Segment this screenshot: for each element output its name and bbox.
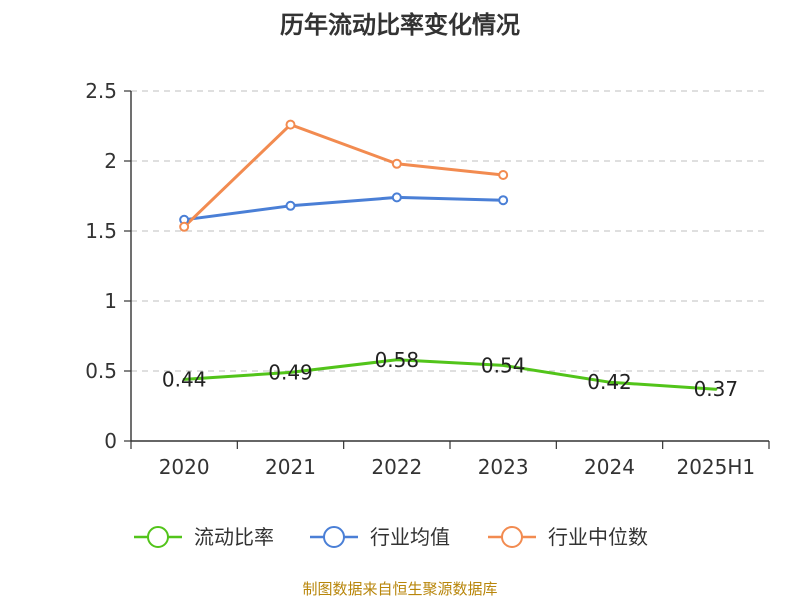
data-point <box>391 158 402 169</box>
x-tick-label: 2023 <box>478 455 529 479</box>
x-tick-label: 2025H1 <box>676 455 755 479</box>
legend-item: 行业均值 <box>310 525 450 549</box>
data-label: 0.44 <box>162 367 207 391</box>
y-tick-label: 1.5 <box>85 219 117 243</box>
series-line-2 <box>182 123 505 229</box>
legend-marker <box>501 526 523 548</box>
legend: 流动比率 行业均值 行业中位数 <box>134 525 648 549</box>
series-line-1 <box>182 195 505 222</box>
legend-marker <box>323 526 345 548</box>
data-point <box>391 192 402 203</box>
y-tick-label: 2 <box>104 149 117 173</box>
y-tick-label: 0 <box>104 429 117 453</box>
data-label: 0.54 <box>481 353 526 377</box>
data-labels: 0.44 0.49 0.58 0.54 0.42 0.37 <box>162 348 738 401</box>
gridlines <box>131 90 769 372</box>
legend-label: 行业中位数 <box>548 525 648 549</box>
y-tick-label: 2.5 <box>85 79 117 103</box>
series-lines <box>182 123 718 391</box>
series-points <box>179 119 509 232</box>
data-point <box>285 200 296 211</box>
legend-item: 流动比率 <box>134 525 274 549</box>
series-line-0 <box>182 358 718 391</box>
axes <box>130 91 769 442</box>
x-tick-label: 2021 <box>265 455 316 479</box>
chart-title: 历年流动比率变化情况 <box>280 11 520 39</box>
x-tick-label: 2020 <box>159 455 210 479</box>
legend-marker <box>147 526 169 548</box>
x-axis-ticks: 2020 2021 2022 2023 2024 2025H1 <box>130 441 770 479</box>
data-label: 0.42 <box>587 370 632 394</box>
data-point <box>498 170 509 180</box>
data-label: 0.58 <box>375 348 420 372</box>
source-note: 制图数据来自恒生聚源数据库 <box>302 580 497 598</box>
data-point <box>498 195 509 206</box>
legend-item: 行业中位数 <box>488 525 648 549</box>
x-tick-label: 2024 <box>584 455 635 479</box>
legend-label: 行业均值 <box>370 525 450 549</box>
y-tick-label: 0.5 <box>85 359 117 383</box>
data-label: 0.49 <box>268 360 313 384</box>
y-axis-ticks: 0 0.5 1 1.5 2 2.5 <box>85 79 131 453</box>
data-label: 0.37 <box>694 377 739 401</box>
data-point <box>179 221 190 232</box>
data-point <box>285 119 296 130</box>
y-tick-label: 1 <box>104 289 117 313</box>
legend-label: 流动比率 <box>194 525 274 549</box>
x-tick-label: 2022 <box>371 455 422 479</box>
